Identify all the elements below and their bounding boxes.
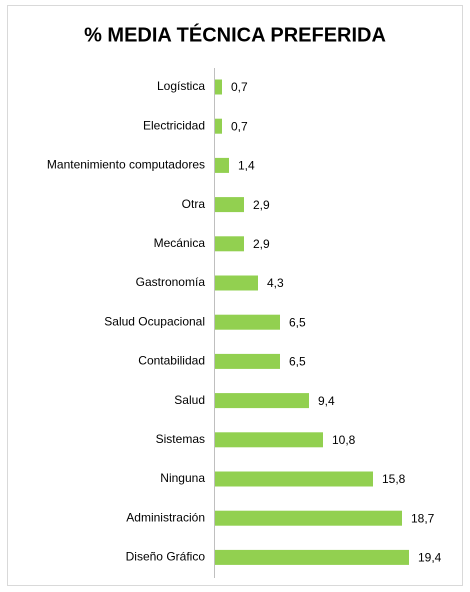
data-label: 0,7 [231, 119, 248, 133]
bar [215, 549, 409, 565]
y-tick-label: Contabilidad [138, 354, 205, 368]
y-tick-label: Mecánica [154, 236, 206, 250]
bar [215, 432, 323, 448]
bar [215, 393, 309, 409]
bar [215, 275, 258, 291]
data-label: 0,7 [231, 80, 248, 94]
data-label: 6,5 [289, 355, 306, 369]
y-tick-label: Ninguna [160, 471, 205, 485]
bar [215, 236, 244, 252]
y-tick-label: Salud Ocupacional [104, 314, 205, 328]
bar [215, 118, 222, 134]
bar [215, 510, 402, 526]
data-label: 2,9 [253, 198, 270, 212]
data-label: 9,4 [318, 394, 335, 408]
y-tick-label: Gastronomía [136, 275, 206, 289]
data-label: 6,5 [289, 315, 306, 329]
y-tick-label: Sistemas [156, 432, 205, 446]
bar [215, 79, 222, 95]
bar [215, 157, 229, 173]
bar [215, 471, 373, 487]
chart-border [7, 5, 463, 586]
y-tick-label: Logística [157, 79, 205, 93]
bar [215, 197, 244, 213]
y-tick-label: Diseño Gráfico [126, 550, 206, 564]
chart-title: % MEDIA TÉCNICA PREFERIDA [84, 23, 386, 46]
data-label: 10,8 [332, 433, 356, 447]
y-tick-label: Electricidad [143, 118, 205, 132]
bar [215, 353, 280, 369]
data-label: 1,4 [238, 159, 255, 173]
y-tick-label: Administración [126, 510, 205, 524]
data-label: 4,3 [267, 276, 284, 290]
y-tick-label: Otra [182, 197, 206, 211]
data-label: 18,7 [411, 511, 435, 525]
y-tick-label: Mantenimiento computadores [47, 158, 205, 172]
data-label: 19,4 [418, 551, 442, 565]
y-tick-label: Salud [174, 393, 205, 407]
data-label: 15,8 [382, 472, 406, 486]
data-label: 2,9 [253, 237, 270, 251]
bar [215, 314, 280, 330]
